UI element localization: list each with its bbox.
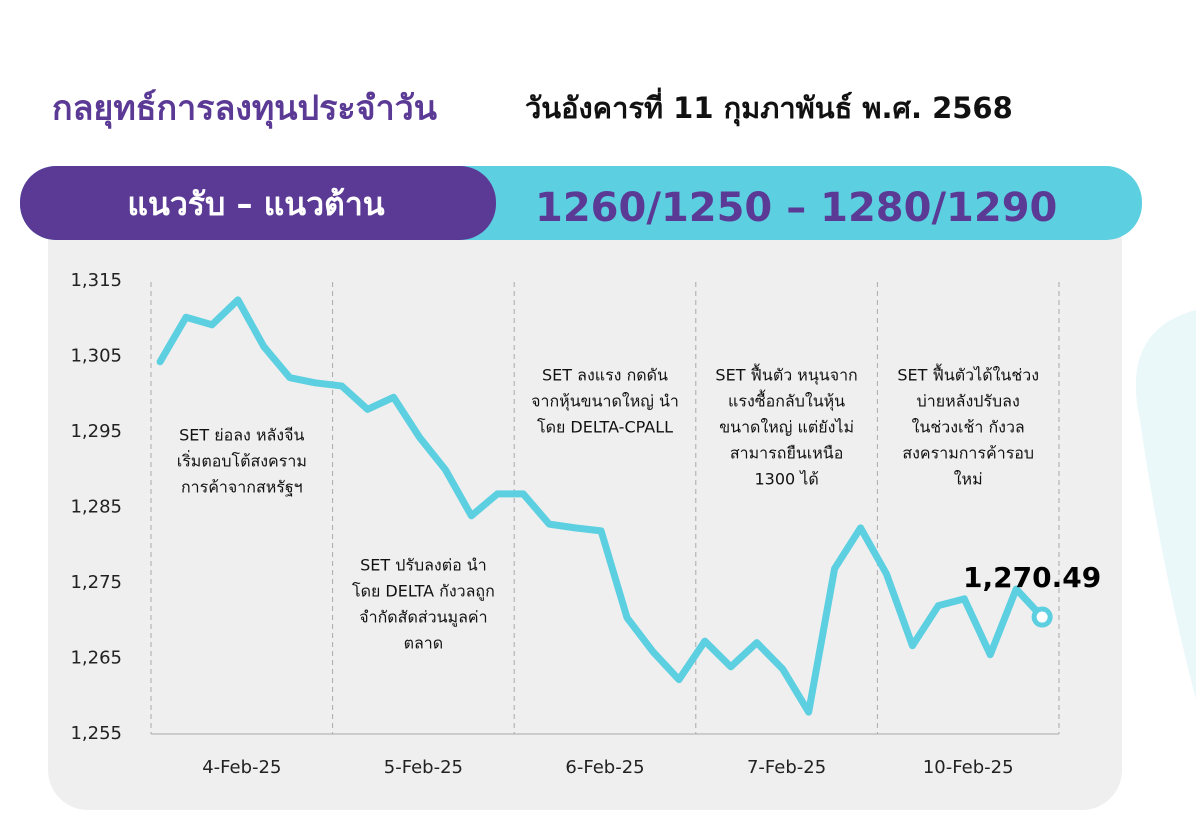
annotation: จากหุ้นขนาดใหญ่ นำ — [531, 392, 679, 412]
annotation: SET ลงแรง กดดัน — [542, 366, 668, 385]
annotation: ขนาดใหญ่ แต่ยังไม่ — [719, 418, 854, 437]
annotation: 1300 ได้ — [754, 470, 818, 489]
annotation: SET ปรับลงต่อ นำ — [360, 556, 487, 575]
chart-panel — [48, 200, 1122, 810]
annotation: แรงซื้อกลับในหุ้น — [728, 390, 845, 412]
annotation: บ่ายหลังปรับลง — [917, 392, 1020, 411]
banner-label-bg — [20, 166, 496, 240]
annotation: เริ่มตอบโต้สงคราม — [177, 450, 307, 471]
annotation: SET ฟื้นตัว หนุนจาก — [715, 364, 857, 386]
banner-range: 1260/1250 – 1280/1290 — [535, 185, 1057, 231]
annotation: การค้าจากสหรัฐฯ — [181, 478, 303, 497]
background-shape — [1135, 310, 1196, 700]
annotation: สามารถยืนเหนือ — [730, 444, 843, 463]
annotation: SET ย่อลง หลังจีน — [179, 426, 304, 445]
y-tick-label: 1,305 — [70, 346, 122, 367]
y-tick-label: 1,275 — [70, 572, 122, 593]
price-line — [156, 296, 1046, 716]
x-tick-label: 4-Feb-25 — [202, 757, 281, 778]
annotation: ในช่วงเช้า กังวล — [912, 418, 1025, 437]
y-tick-label: 1,295 — [70, 421, 122, 442]
y-tick-label: 1,315 — [70, 270, 122, 291]
x-tick-label: 6-Feb-25 — [565, 757, 644, 778]
title: กลยุทธ์การลงทุนประจำวัน — [52, 89, 437, 130]
annotation: ใหม่ — [954, 470, 983, 489]
y-tick-label: 1,285 — [70, 497, 122, 518]
banner-label: แนวรับ – แนวต้าน — [127, 185, 384, 223]
annotation: ตลาด — [404, 634, 444, 653]
x-tick-label: 10-Feb-25 — [923, 757, 1014, 778]
x-tick-label: 7-Feb-25 — [747, 757, 826, 778]
value-label: 1,270.49 — [963, 561, 1101, 594]
date: วันอังคารที่ 11 กุมภาพันธ์ พ.ศ. 2568 — [525, 87, 1013, 126]
annotation: SET ฟื้นตัวได้ในช่วง — [897, 364, 1039, 385]
y-tick-label: 1,255 — [70, 723, 122, 744]
annotation: โดย DELTA-CPALL — [537, 418, 673, 437]
annotation: สงครามการค้ารอบ — [902, 444, 1034, 463]
annotation: โดย DELTA กังวลถูก — [352, 582, 495, 602]
y-tick-label: 1,265 — [70, 648, 122, 669]
last-point — [1031, 606, 1053, 628]
annotation: จำกัดสัดส่วนมูลค่า — [359, 608, 487, 628]
x-tick-label: 5-Feb-25 — [384, 757, 463, 778]
